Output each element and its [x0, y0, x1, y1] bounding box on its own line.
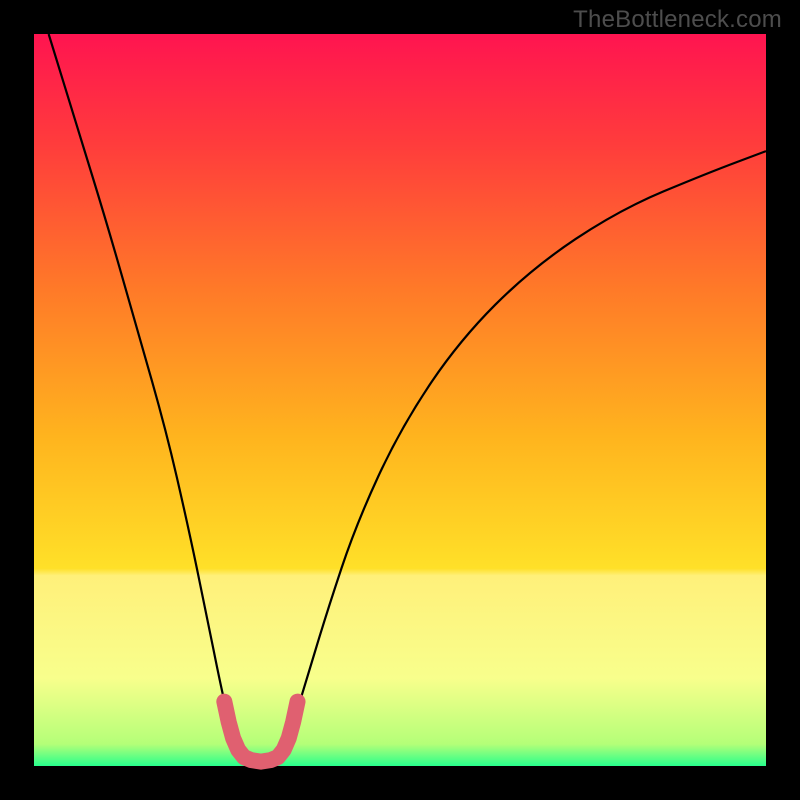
- watermark-text: TheBottleneck.com: [573, 6, 782, 34]
- optimal-range-highlight: [224, 702, 297, 762]
- chart-frame: TheBottleneck.com: [0, 0, 800, 800]
- chart-svg-layer: [0, 0, 800, 800]
- bottleneck-curve: [49, 34, 766, 761]
